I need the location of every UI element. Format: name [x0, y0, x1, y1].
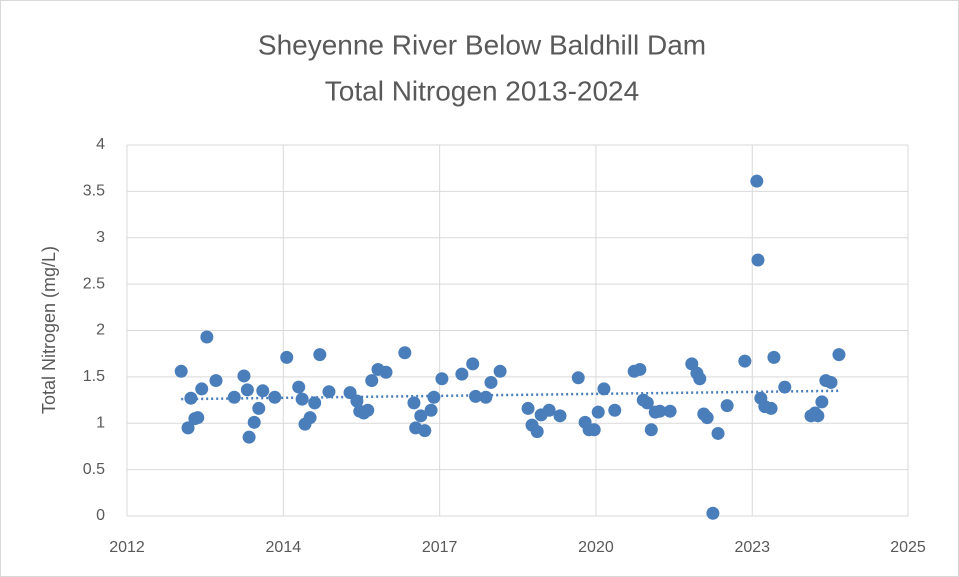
data-point — [591, 405, 605, 419]
y-tick-label: 1.5 — [83, 368, 105, 385]
data-point — [418, 424, 432, 438]
y-tick-label: 2 — [96, 322, 105, 339]
data-point — [542, 403, 556, 417]
data-point — [706, 506, 720, 520]
data-point — [553, 409, 567, 423]
data-point — [174, 364, 188, 378]
data-point — [644, 423, 658, 437]
y-tick-label: 3.5 — [83, 183, 105, 200]
data-point — [663, 404, 677, 418]
y-tick-label: 3 — [96, 229, 105, 246]
y-tick-label: 0.5 — [83, 461, 105, 478]
data-point — [479, 390, 493, 404]
data-point — [292, 380, 306, 394]
data-point — [240, 383, 254, 397]
y-axis-label: Total Nitrogen (mg/L) — [39, 246, 59, 414]
y-tick-label: 0 — [96, 507, 105, 524]
x-tick-label: 2025 — [890, 539, 926, 556]
data-point — [720, 399, 734, 413]
data-point — [521, 401, 535, 415]
x-tick-label: 2012 — [109, 539, 145, 556]
data-point — [195, 382, 209, 396]
data-point — [435, 372, 449, 386]
chart-title: Total Nitrogen 2013-2024 — [325, 75, 639, 106]
data-point — [200, 330, 214, 344]
data-point — [700, 411, 714, 425]
data-point — [322, 385, 336, 399]
data-point — [571, 371, 585, 385]
data-point — [738, 354, 752, 368]
data-point — [379, 365, 393, 379]
data-point — [469, 389, 483, 403]
data-point — [455, 367, 469, 381]
x-tick-label: 2020 — [578, 539, 614, 556]
data-point — [181, 421, 195, 435]
data-point — [227, 390, 241, 404]
data-point — [237, 369, 251, 383]
data-point — [303, 411, 317, 425]
data-point — [407, 396, 421, 410]
data-point — [764, 401, 778, 415]
chart-title: Sheyenne River Below Baldhill Dam — [258, 29, 706, 60]
y-tick-label: 1 — [96, 414, 105, 431]
data-point — [242, 430, 256, 444]
data-point — [313, 348, 327, 362]
data-point — [256, 384, 270, 398]
data-point — [597, 382, 611, 396]
data-point — [191, 411, 205, 425]
data-point — [653, 404, 667, 418]
data-point — [811, 409, 825, 423]
data-point — [308, 396, 322, 410]
data-point — [295, 392, 309, 406]
data-point — [778, 380, 792, 394]
data-point — [361, 403, 375, 417]
x-tick-label: 2014 — [266, 539, 302, 556]
data-point — [608, 403, 622, 417]
data-point — [693, 372, 707, 386]
data-point — [587, 423, 601, 437]
data-point — [767, 350, 781, 364]
data-point — [365, 374, 379, 388]
data-point — [252, 401, 266, 415]
x-tick-label: 2023 — [734, 539, 770, 556]
data-point — [751, 253, 765, 267]
data-point — [424, 403, 438, 417]
data-point — [350, 394, 364, 408]
x-tick-label: 2017 — [422, 539, 458, 556]
data-point — [824, 375, 838, 389]
data-point — [414, 409, 428, 423]
data-point — [466, 357, 480, 371]
data-point — [750, 174, 764, 188]
y-tick-label: 4 — [96, 136, 105, 153]
data-point — [268, 390, 282, 404]
data-point — [711, 426, 725, 440]
data-point — [209, 374, 223, 388]
data-point — [493, 364, 507, 378]
data-point — [640, 396, 654, 410]
data-point — [280, 350, 294, 364]
data-point — [398, 346, 412, 360]
data-point — [484, 375, 498, 389]
data-point — [832, 348, 846, 362]
data-point — [427, 390, 441, 404]
data-point — [815, 395, 829, 409]
data-point — [530, 425, 544, 439]
data-point — [633, 362, 647, 376]
data-point — [247, 415, 261, 429]
y-tick-label: 2.5 — [83, 275, 105, 292]
data-point — [184, 391, 198, 405]
